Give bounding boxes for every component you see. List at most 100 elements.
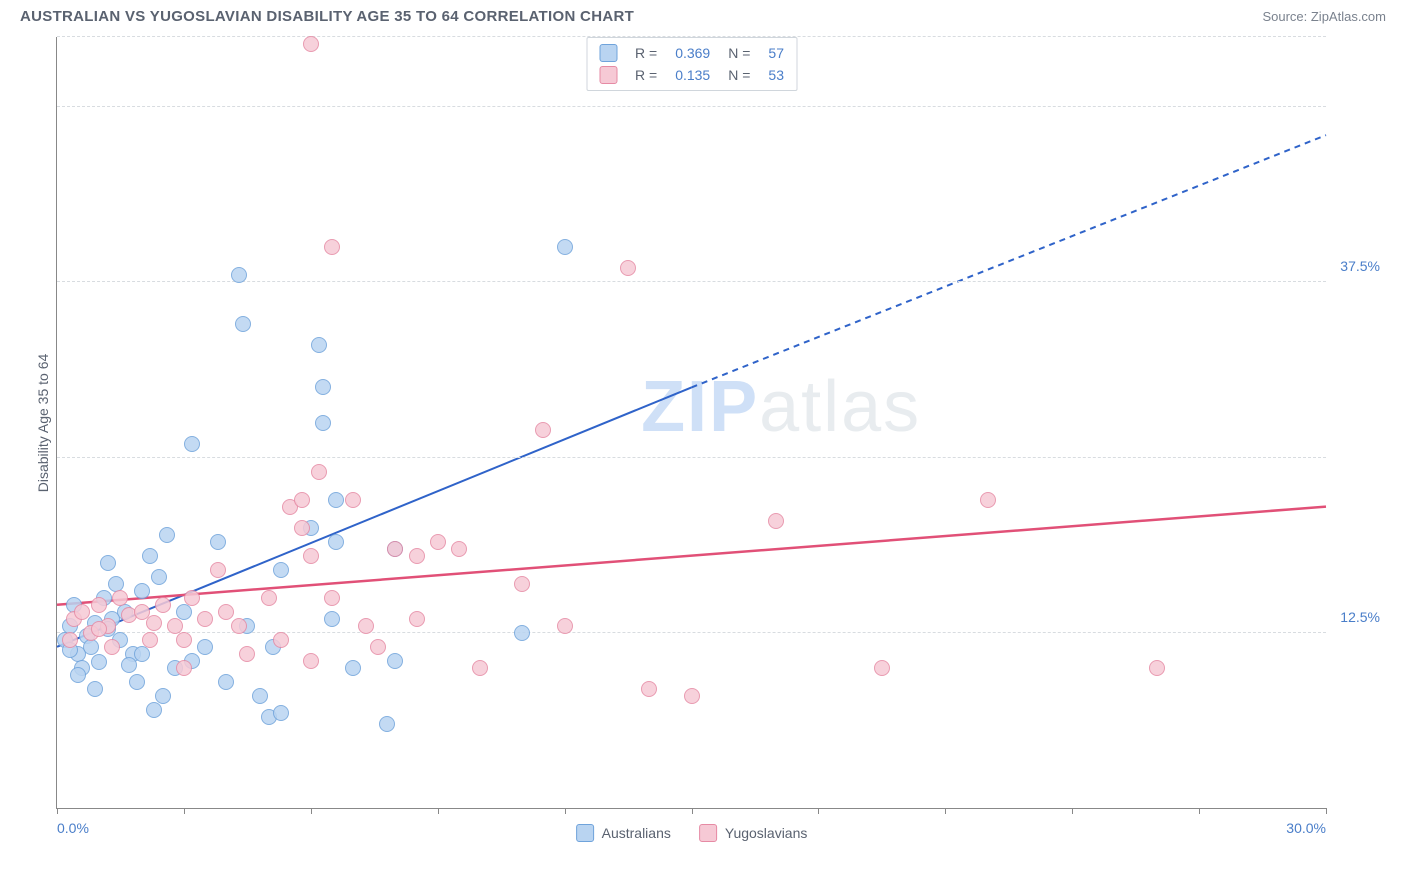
data-point bbox=[197, 611, 213, 627]
data-point bbox=[451, 541, 467, 557]
data-point bbox=[980, 492, 996, 508]
legend-item: Australians bbox=[576, 824, 671, 842]
data-point bbox=[311, 464, 327, 480]
series-legend: Australians Yugoslavians bbox=[576, 824, 808, 842]
data-point bbox=[1149, 660, 1165, 676]
data-point bbox=[134, 583, 150, 599]
x-tick-mark bbox=[184, 808, 185, 814]
data-point bbox=[261, 590, 277, 606]
gridline bbox=[57, 457, 1326, 458]
gridline bbox=[57, 106, 1326, 107]
x-tick-label: 0.0% bbox=[57, 820, 89, 836]
x-tick-mark bbox=[1326, 808, 1327, 814]
data-point bbox=[430, 534, 446, 550]
data-point bbox=[294, 492, 310, 508]
data-point bbox=[210, 562, 226, 578]
data-point bbox=[324, 239, 340, 255]
data-point bbox=[218, 604, 234, 620]
data-point bbox=[324, 590, 340, 606]
data-point bbox=[328, 492, 344, 508]
n-value: 53 bbox=[768, 67, 784, 83]
x-tick-mark bbox=[565, 808, 566, 814]
y-tick-label: 12.5% bbox=[1340, 609, 1380, 625]
data-point bbox=[303, 653, 319, 669]
x-tick-label: 30.0% bbox=[1286, 820, 1326, 836]
n-label: N = bbox=[728, 67, 750, 83]
data-point bbox=[231, 267, 247, 283]
plot-area: Disability Age 35 to 64 ZIPatlas R =0.36… bbox=[56, 37, 1326, 809]
watermark-atlas: atlas bbox=[759, 367, 921, 447]
data-point bbox=[557, 239, 573, 255]
legend-swatch bbox=[599, 44, 617, 62]
data-point bbox=[91, 654, 107, 670]
data-point bbox=[87, 681, 103, 697]
data-point bbox=[184, 590, 200, 606]
data-point bbox=[159, 527, 175, 543]
data-point bbox=[91, 621, 107, 637]
data-point bbox=[273, 705, 289, 721]
data-point bbox=[91, 597, 107, 613]
chart-container: Disability Age 35 to 64 ZIPatlas R = 0.36… bbox=[20, 33, 1386, 853]
data-point bbox=[514, 625, 530, 641]
data-point bbox=[142, 632, 158, 648]
x-tick-mark bbox=[438, 808, 439, 814]
data-point bbox=[557, 618, 573, 634]
data-point bbox=[315, 379, 331, 395]
r-label: R = bbox=[635, 67, 657, 83]
data-point bbox=[311, 337, 327, 353]
chart-title: AUSTRALIAN VS YUGOSLAVIAN DISABILITY AGE… bbox=[20, 8, 634, 25]
source-prefix: Source: bbox=[1262, 9, 1310, 24]
data-point bbox=[303, 548, 319, 564]
r-value: 0.369 bbox=[675, 45, 710, 61]
legend-label: Yugoslavians bbox=[725, 825, 808, 841]
correlation-stats-box: R = 0.369 N = 57 R = 0.135 N = 53 bbox=[586, 37, 797, 91]
r-value: 0.135 bbox=[675, 67, 710, 83]
data-point bbox=[155, 597, 171, 613]
data-point bbox=[146, 615, 162, 631]
y-axis-label: Disability Age 35 to 64 bbox=[35, 353, 51, 492]
data-point bbox=[324, 611, 340, 627]
data-point bbox=[176, 660, 192, 676]
n-value: 57 bbox=[768, 45, 784, 61]
data-point bbox=[146, 702, 162, 718]
source-attribution: Source: ZipAtlas.com bbox=[1262, 9, 1386, 24]
data-point bbox=[294, 520, 310, 536]
data-point bbox=[345, 660, 361, 676]
data-point bbox=[358, 618, 374, 634]
data-point bbox=[273, 632, 289, 648]
data-point bbox=[142, 548, 158, 564]
data-point bbox=[620, 260, 636, 276]
r-label: R = bbox=[635, 45, 657, 61]
x-tick-mark bbox=[818, 808, 819, 814]
data-point bbox=[874, 660, 890, 676]
data-point bbox=[409, 548, 425, 564]
data-point bbox=[210, 534, 226, 550]
data-point bbox=[129, 674, 145, 690]
data-point bbox=[197, 639, 213, 655]
data-point bbox=[151, 569, 167, 585]
legend-swatch bbox=[699, 824, 717, 842]
data-point bbox=[535, 422, 551, 438]
data-point bbox=[83, 639, 99, 655]
n-label: N = bbox=[728, 45, 750, 61]
data-point bbox=[184, 436, 200, 452]
stats-row: R = 0.369 N = 57 bbox=[599, 42, 784, 64]
data-point bbox=[409, 611, 425, 627]
data-point bbox=[235, 316, 251, 332]
data-point bbox=[70, 667, 86, 683]
x-tick-mark bbox=[57, 808, 58, 814]
data-point bbox=[176, 632, 192, 648]
data-point bbox=[379, 716, 395, 732]
data-point bbox=[134, 646, 150, 662]
data-point bbox=[472, 660, 488, 676]
x-tick-mark bbox=[1072, 808, 1073, 814]
data-point bbox=[100, 555, 116, 571]
watermark: ZIPatlas bbox=[641, 366, 921, 448]
gridline bbox=[57, 281, 1326, 282]
data-point bbox=[252, 688, 268, 704]
data-point bbox=[768, 513, 784, 529]
data-point bbox=[121, 657, 137, 673]
source-link[interactable]: ZipAtlas.com bbox=[1311, 9, 1386, 24]
legend-swatch bbox=[576, 824, 594, 842]
x-tick-mark bbox=[945, 808, 946, 814]
